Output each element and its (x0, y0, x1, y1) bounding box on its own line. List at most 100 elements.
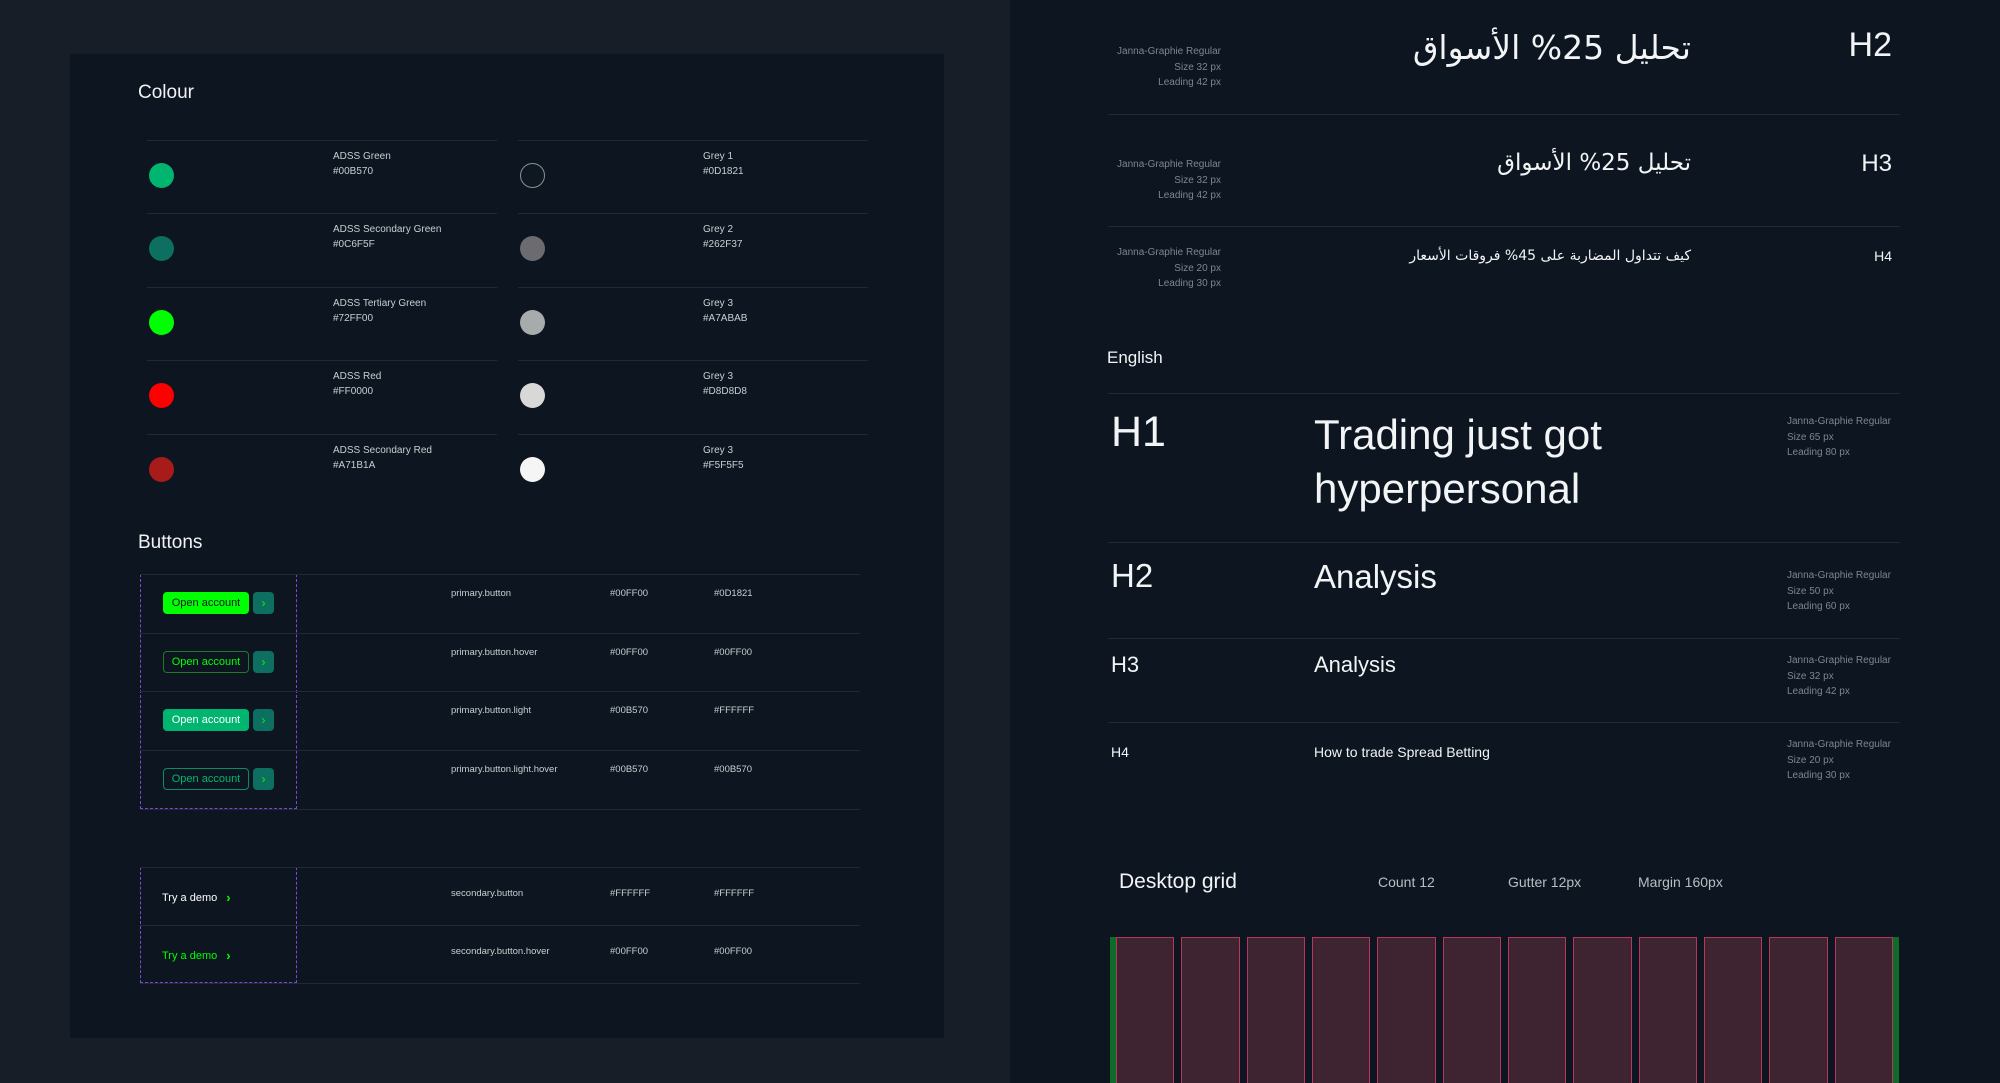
english-section-title: English (1107, 348, 1163, 367)
colour-name: Grey 3 (703, 298, 734, 309)
colour-swatch (149, 163, 174, 188)
button-colour-2: #00FF00 (714, 946, 753, 957)
type-spec-font: Janna-Graphie Regular (1787, 739, 1891, 750)
type-spec-font: Janna-Graphie Regular (1787, 570, 1891, 581)
button-token: primary.button.light (451, 705, 532, 716)
chevron-right-button[interactable]: › (253, 709, 274, 731)
divider (147, 213, 497, 214)
colour-name: ADSS Secondary Red (333, 445, 432, 456)
chevron-right-icon: › (226, 948, 231, 963)
divider (140, 750, 860, 751)
button-colour-1: #00B570 (610, 764, 649, 775)
colour-hex: #F5F5F5 (703, 460, 744, 471)
try-demo-button[interactable]: Try a demo › (162, 948, 231, 963)
type-spec-size: Size 65 px (1787, 431, 1834, 443)
colour-name: ADSS Red (333, 371, 382, 382)
english-sample-text: Analysis (1314, 652, 1396, 677)
arabic-type-spec: Janna-Graphie Regular Size 32 px Leading 4… (1100, 44, 1221, 91)
type-spec-font: Janna-Graphie Regular (1117, 247, 1221, 258)
grid-column (1312, 937, 1371, 1083)
colour-hex: #A71B1A (333, 460, 376, 471)
grid-column (1181, 937, 1240, 1083)
colour-swatch (520, 383, 545, 408)
arabic-sample-text: تحليل 25% الأسواق (1497, 150, 1691, 176)
divider (147, 360, 497, 361)
arabic-type-spec: Janna-Graphie Regular Size 32 px Leading 4… (1100, 157, 1221, 204)
button-colour-2: #00B570 (714, 764, 753, 775)
type-spec-leading: Leading 42 px (1787, 686, 1850, 697)
colour-hex: #72FF00 (333, 313, 374, 324)
chevron-right-button[interactable]: › (253, 768, 274, 790)
colour-hex: #A7ABAB (703, 313, 748, 324)
divider (1108, 226, 1900, 227)
arabic-sample-text: كيف تتداول المضاربة على 45% فروقات الأسع… (1409, 248, 1691, 264)
colour-swatch (149, 457, 174, 482)
chevron-right-button[interactable]: › (253, 592, 274, 614)
arabic-type-spec: Janna-Graphie Regular Size 20 px Leading 3… (1100, 245, 1221, 292)
grid-column (1116, 937, 1175, 1083)
divider (147, 287, 497, 288)
try-demo-button[interactable]: Try a demo › (162, 890, 231, 905)
open-account-button[interactable]: Open account (163, 768, 249, 790)
button-colour-2: #FFFFFF (714, 705, 755, 716)
heading-level-label: H3 (1861, 150, 1892, 177)
chevron-right-button[interactable]: › (253, 651, 274, 673)
open-account-button[interactable]: Open account (163, 651, 249, 673)
english-sample-text: Analysis (1314, 558, 1437, 595)
divider (140, 574, 860, 575)
divider (140, 983, 860, 984)
divider (140, 867, 860, 868)
colour-swatch (149, 310, 174, 335)
divider (1108, 638, 1900, 639)
grid-column (1834, 937, 1893, 1083)
colour-swatch (149, 236, 174, 261)
chevron-right-icon: › (226, 890, 231, 905)
divider (140, 925, 860, 926)
divider (140, 691, 860, 692)
try-demo-label: Try a demo (162, 891, 218, 904)
grid-column (1508, 937, 1567, 1083)
divider (140, 809, 860, 810)
type-spec-leading: Leading 42 px (1158, 77, 1221, 88)
colour-hex: #00B570 (333, 166, 374, 177)
type-spec-leading: Leading 60 px (1787, 601, 1850, 612)
divider (1108, 542, 1900, 543)
divider (518, 287, 868, 288)
type-spec-size: Size 20 px (1174, 262, 1221, 274)
colour-hex: #0D1821 (703, 166, 744, 177)
type-spec-size: Size 50 px (1787, 585, 1834, 597)
button-token: primary.button.light.hover (451, 764, 558, 775)
type-spec-font: Janna-Graphie Regular (1117, 46, 1221, 57)
divider (140, 633, 860, 634)
button-colour-2: #FFFFFF (714, 888, 755, 899)
chevron-right-icon: › (261, 713, 266, 727)
button-token: primary.button.hover (451, 647, 538, 658)
colour-hex: #262F37 (703, 239, 743, 250)
grid-column (1638, 937, 1697, 1083)
english-type-spec: Janna-Graphie Regular Size 50 px Leading 6… (1787, 568, 1891, 615)
open-account-button[interactable]: Open account (163, 592, 249, 614)
grid-column (1377, 937, 1436, 1083)
heading-level-label: H4 (1111, 744, 1129, 760)
type-spec-size: Size 20 px (1787, 754, 1834, 766)
grid-column (1573, 937, 1632, 1083)
colour-swatch (520, 163, 545, 188)
colour-swatch (520, 310, 545, 335)
english-type-spec: Janna-Graphie Regular Size 32 px Leading 4… (1787, 653, 1891, 700)
button-token: secondary.button.hover (451, 946, 550, 957)
button-colour-1: #FFFFFF (610, 888, 651, 899)
buttons-section-title: Buttons (138, 532, 203, 553)
open-account-button[interactable]: Open account (163, 709, 249, 731)
button-colour-1: #00FF00 (610, 647, 649, 658)
chevron-right-icon: › (261, 655, 266, 669)
grid-column (1704, 937, 1763, 1083)
heading-level-label: H3 (1111, 652, 1140, 677)
colour-swatch (520, 457, 545, 482)
divider (1108, 114, 1900, 115)
type-spec-font: Janna-Graphie Regular (1787, 655, 1891, 666)
colour-name: Grey 1 (703, 151, 734, 162)
button-token: primary.button (451, 588, 512, 599)
desktop-grid-title: Desktop grid (1119, 870, 1237, 893)
colour-hex: #FF0000 (333, 386, 374, 397)
english-type-spec: Janna-Graphie Regular Size 65 px Leading 8… (1787, 414, 1891, 461)
